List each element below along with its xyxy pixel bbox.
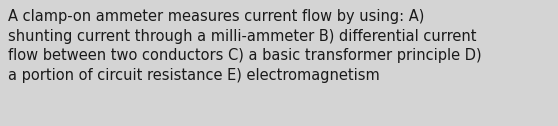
Text: A clamp-on ammeter measures current flow by using: A)
shunting current through a: A clamp-on ammeter measures current flow… [8, 9, 482, 83]
